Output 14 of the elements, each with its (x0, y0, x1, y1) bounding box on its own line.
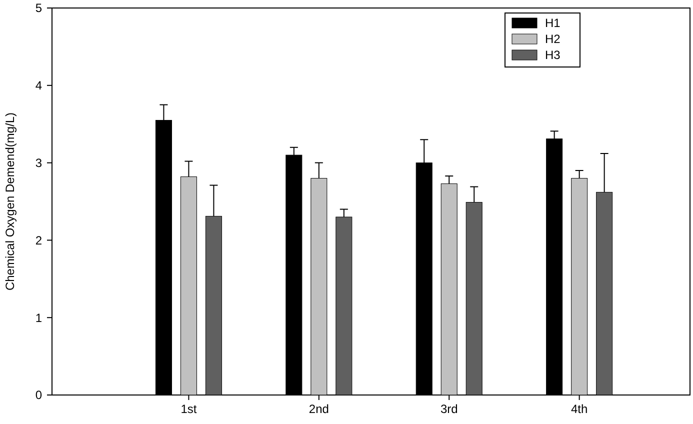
x-tick-label: 1st (180, 402, 198, 416)
x-tick-label: 3rd (440, 402, 458, 416)
y-tick-label: 4 (35, 78, 42, 93)
legend-label: H2 (545, 32, 561, 46)
y-tick-label: 2 (35, 233, 42, 248)
x-tick-label: 2nd (308, 402, 329, 416)
y-tick-label: 5 (35, 1, 42, 16)
y-tick-label: 3 (35, 156, 42, 170)
legend-label: H1 (545, 16, 561, 30)
y-axis-title: Chemical Oxygen Demend(mg/L) (3, 112, 17, 291)
y-tick-label: 1 (35, 310, 42, 325)
legend-label: H3 (545, 48, 561, 62)
x-tick-label: 4th (570, 402, 588, 416)
y-tick-label: 0 (35, 388, 42, 402)
